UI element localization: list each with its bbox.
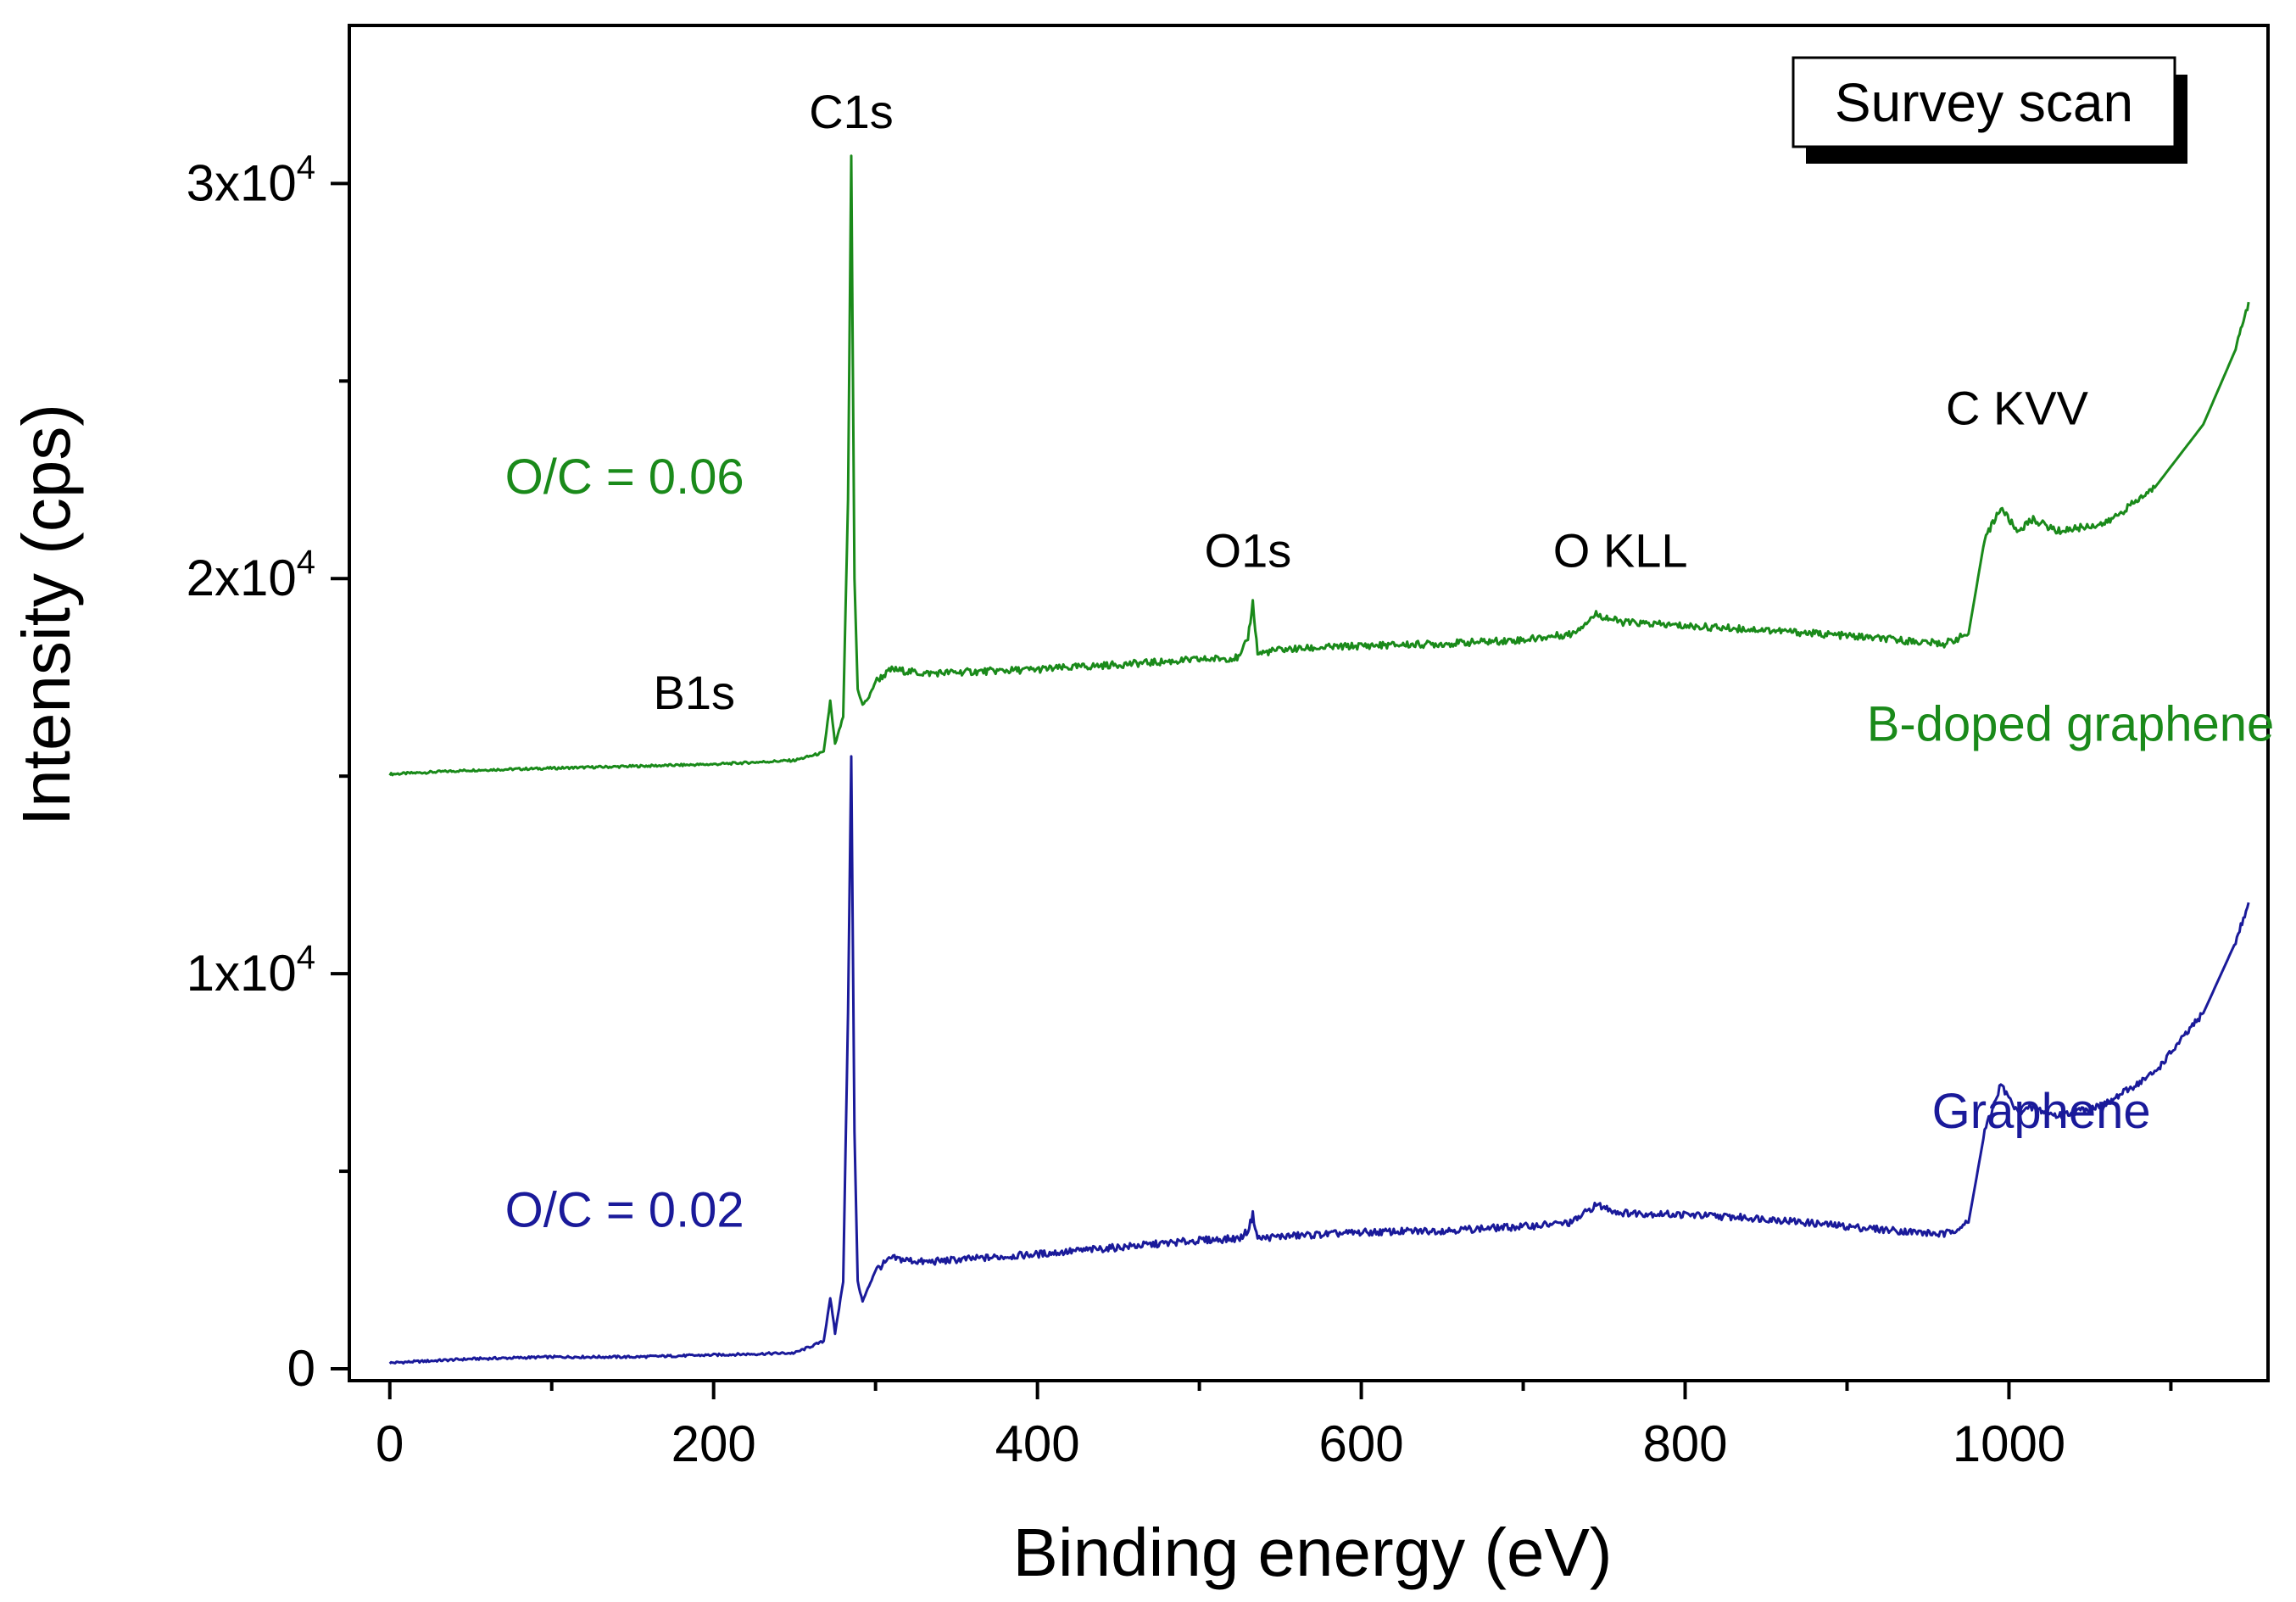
y-tick-label: 3x104 [187, 148, 315, 211]
peak-annotation: C KVV [1946, 382, 2089, 435]
series-label: Graphene [1932, 1084, 2151, 1139]
peak-annotation: B1s [654, 666, 736, 719]
annotation-layer: C1s O1s O KLL C KVV B1s B-doped graphene Graph… [505, 85, 2275, 1237]
y-axis-title: Intensity (cps) [8, 404, 84, 826]
x-axis-title: Binding energy (eV) [1012, 1515, 1612, 1590]
x-tick-label: 600 [1319, 1415, 1404, 1472]
x-tick-label: 200 [672, 1415, 756, 1472]
series-line-graphene [388, 755, 2250, 1365]
peak-annotation: C1s [809, 85, 894, 138]
series-label: O/C = 0.06 [505, 449, 744, 505]
x-tick-label: 400 [995, 1415, 1080, 1472]
series-line-b-doped-graphene [388, 154, 2250, 777]
peak-annotation: O1s [1205, 523, 1292, 577]
legend-box: Survey scan [1792, 56, 2187, 164]
x-tick-label: 1000 [1953, 1415, 2065, 1472]
y-tick-label: 2x104 [187, 544, 315, 606]
series-label: B-doped graphene [1867, 696, 2275, 751]
legend-title: Survey scan [1835, 72, 2133, 133]
legend-box-frame [1792, 56, 2176, 148]
series-label: O/C = 0.02 [505, 1182, 744, 1237]
plot-frame [348, 24, 2270, 1382]
peak-annotation: O KLL [1553, 523, 1688, 577]
tick-layer: 0 200 400 600 800 1000 0 1x104 2x104 3x104 [187, 148, 2173, 1472]
y-tick-label: 0 [287, 1340, 315, 1397]
x-tick-label: 800 [1642, 1415, 1727, 1472]
series-layer [388, 154, 2250, 1365]
x-tick-label: 0 [376, 1415, 404, 1472]
y-tick-label: 1x104 [187, 939, 315, 1002]
